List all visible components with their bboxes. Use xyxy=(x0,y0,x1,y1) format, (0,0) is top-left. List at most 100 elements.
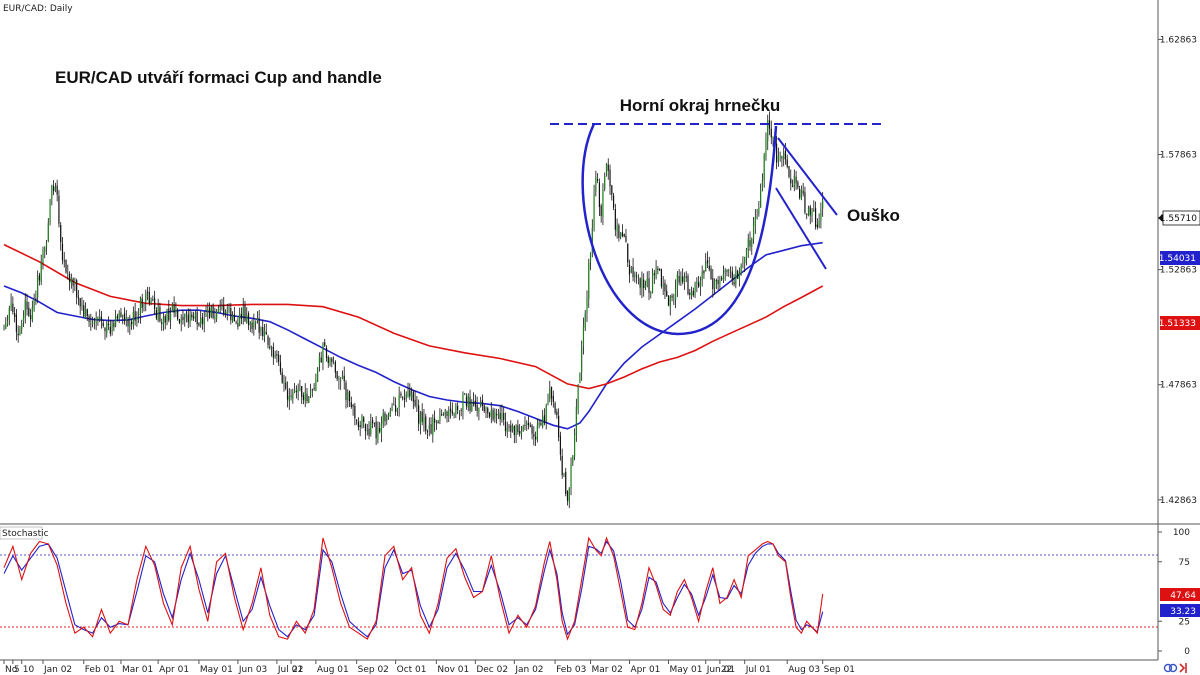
candle-body xyxy=(407,390,409,397)
stochastic-title-box xyxy=(0,526,43,540)
candle-body xyxy=(194,312,196,319)
candle-body xyxy=(403,398,406,400)
candle-body xyxy=(641,277,643,290)
candle-body xyxy=(31,307,33,321)
candle-body xyxy=(448,410,450,417)
candle-body xyxy=(400,393,402,396)
candle-body xyxy=(348,391,351,402)
candle-body xyxy=(51,185,53,199)
candle-body xyxy=(93,321,95,323)
candle-body xyxy=(552,396,554,402)
time-axis[interactable]: No5 10 Jan 02 Feb 01 Mar 01 Apr 01 May 01 Jun 0… xyxy=(3,660,855,675)
candle-body xyxy=(761,179,764,189)
price-axis[interactable]: 1.62863 1.57863 1.52863 1.47863 1.42863 1.54… xyxy=(1158,35,1200,506)
candle-body xyxy=(423,417,425,424)
candle-body xyxy=(281,372,283,383)
stochastic-panel[interactable]: Stochastic xyxy=(0,526,1158,641)
candle-body xyxy=(283,380,285,384)
candle-body xyxy=(67,273,69,275)
candle-body xyxy=(783,152,785,160)
candle-body xyxy=(435,422,437,423)
candle-body xyxy=(822,200,824,209)
candle-body xyxy=(758,207,760,214)
candle-body xyxy=(609,169,611,187)
time-tick-label: Jul 01 xyxy=(277,665,303,675)
candle-body xyxy=(145,293,147,303)
candle-body xyxy=(58,195,60,224)
candle-body xyxy=(646,278,648,286)
candle-body xyxy=(600,205,602,217)
candle-body xyxy=(767,119,769,141)
candle-body xyxy=(545,405,547,422)
stochastic-tick-label: 75 xyxy=(1179,558,1190,568)
candle-body xyxy=(806,214,808,216)
candle-body xyxy=(409,390,411,397)
candle-body xyxy=(210,306,212,317)
candle-body xyxy=(538,422,540,426)
candle-body xyxy=(740,264,742,275)
candle-body xyxy=(504,421,507,432)
candle-body xyxy=(90,323,92,324)
candle-body xyxy=(54,187,56,191)
handle-label: Ouško xyxy=(847,206,900,225)
candle-body xyxy=(598,182,600,207)
candle-body xyxy=(278,354,280,362)
time-tick-label: Jan 02 xyxy=(514,665,543,675)
candle-body xyxy=(102,322,104,327)
link-icon[interactable] xyxy=(1163,663,1178,673)
candle-body xyxy=(148,292,150,304)
candle-body xyxy=(418,405,420,424)
stochastic-axis: 100 75 25 0 47.64 33.23 xyxy=(1158,528,1200,657)
time-tick-label: Jun 03 xyxy=(238,665,267,675)
candle-body xyxy=(529,425,531,427)
candle-body xyxy=(682,276,684,282)
candle-body xyxy=(790,178,792,184)
candle-body xyxy=(295,390,297,392)
candle-body xyxy=(249,321,251,326)
candle-body xyxy=(636,275,638,277)
candle-body xyxy=(765,138,767,158)
candle-body xyxy=(180,319,182,324)
stochastic-tick-label: 25 xyxy=(1179,617,1190,627)
candle-body xyxy=(286,389,289,400)
candle-body xyxy=(201,317,204,324)
candle-body xyxy=(347,392,349,401)
candle-body xyxy=(150,299,152,304)
candle-body xyxy=(749,240,751,247)
time-tick-label: Mar 01 xyxy=(122,665,153,675)
candle-body xyxy=(306,393,308,402)
price-panel[interactable]: EUR/CAD utváří formaci Cup and handle Ho… xyxy=(3,4,900,509)
candle-body xyxy=(550,386,553,399)
scroll-to-end-icon[interactable] xyxy=(1179,663,1187,673)
candle-body xyxy=(651,272,654,293)
candle-body xyxy=(565,471,567,494)
candle-body xyxy=(371,419,374,424)
candle-body xyxy=(212,304,214,318)
candle-body xyxy=(492,409,494,420)
candle-body xyxy=(595,177,597,192)
candle-body xyxy=(804,192,806,214)
candle-body xyxy=(799,188,801,198)
candle-body xyxy=(253,322,255,328)
stochastic-title: Stochastic xyxy=(2,529,49,539)
candle-body xyxy=(74,281,76,284)
candle-body xyxy=(38,274,41,281)
candle-body xyxy=(285,382,287,389)
candle-body xyxy=(441,414,443,416)
candle-body xyxy=(698,282,700,287)
price-tick-label: 1.62863 xyxy=(1160,35,1197,45)
candle-body xyxy=(47,222,49,242)
candle-body xyxy=(309,389,312,395)
candle-body xyxy=(10,302,12,309)
candle-body xyxy=(809,206,811,216)
candle-body xyxy=(95,318,97,323)
stochastic-tick-label: 0 xyxy=(1184,647,1190,657)
candle-body xyxy=(701,271,703,280)
candle-body xyxy=(263,330,266,337)
candle-body xyxy=(706,260,709,264)
candle-body xyxy=(648,278,650,293)
candle-body xyxy=(410,393,413,399)
time-tick-label: 22 xyxy=(292,665,303,675)
candle-body xyxy=(421,411,423,422)
candle-body xyxy=(692,290,694,296)
